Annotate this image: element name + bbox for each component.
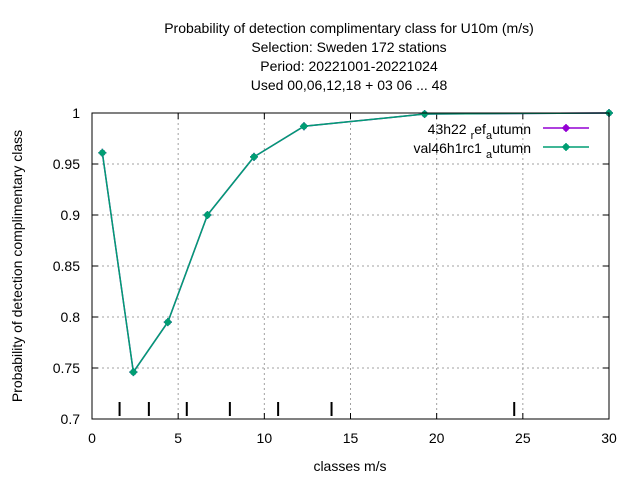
- legend-entry-2: val46h1rc1 autumn: [413, 140, 589, 161]
- y-axis-label: Probability of detection complimentary c…: [9, 130, 25, 402]
- title-line-3: Period: 20221001-20221024: [260, 58, 438, 74]
- series-layer: [98, 109, 613, 376]
- data-point: [421, 110, 429, 118]
- x-tick-label: 15: [343, 430, 359, 446]
- y-tick-label: 0.75: [53, 360, 80, 376]
- y-tick-label: 0.8: [61, 309, 81, 325]
- x-tick-label: 10: [257, 430, 273, 446]
- class-marks: [120, 402, 515, 416]
- y-tick-label: 0.95: [53, 156, 80, 172]
- series-1: [98, 109, 613, 376]
- x-axis-label: classes m/s: [313, 458, 386, 474]
- data-point: [562, 124, 570, 132]
- legend-label-2: val46h1rc1 autumn: [413, 140, 531, 161]
- data-point: [300, 122, 308, 130]
- title-line-2: Selection: Sweden 172 stations: [251, 39, 446, 55]
- x-tick-label: 0: [88, 430, 96, 446]
- title-line-1: Probability of detection complimentary c…: [164, 20, 534, 36]
- legend: 43h22 refautumn val46h1rc1 autumn: [413, 121, 589, 161]
- chart-title: Probability of detection complimentary c…: [164, 20, 534, 93]
- y-tick-label: 1: [72, 105, 80, 121]
- y-tick-label: 0.85: [53, 258, 80, 274]
- y-tick-label: 0.9: [61, 207, 81, 223]
- data-point: [562, 143, 570, 151]
- x-tick-label: 5: [174, 430, 182, 446]
- data-point: [98, 149, 106, 157]
- x-tick-label: 20: [429, 430, 445, 446]
- grid-lines: [92, 113, 609, 419]
- x-tick-label: 25: [515, 430, 531, 446]
- title-line-4: Used 00,06,12,18 + 03 06 ... 48: [251, 77, 448, 93]
- legend-label-1: 43h22 refautumn: [428, 121, 531, 142]
- series-2: [98, 109, 613, 376]
- legend-entry-1: 43h22 refautumn: [428, 121, 589, 142]
- legend-marker-2: [562, 143, 570, 151]
- x-tick-label: 30: [601, 430, 617, 446]
- y-tick-label: 0.7: [61, 411, 81, 427]
- legend-marker-1: [562, 124, 570, 132]
